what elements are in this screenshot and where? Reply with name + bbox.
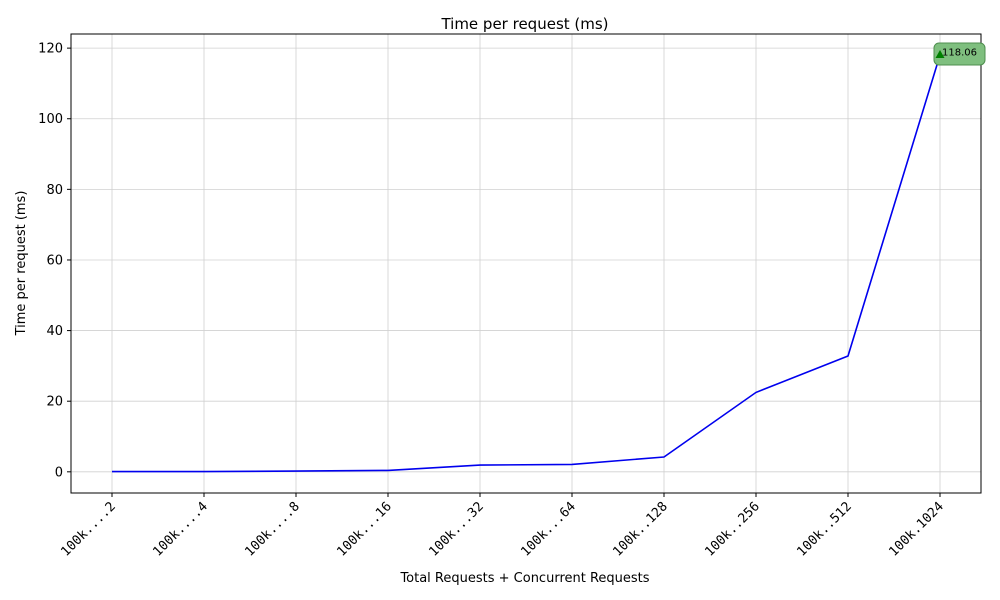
x-tick-label: 100k..128: [610, 499, 670, 559]
x-tick-label: 100k..256: [702, 499, 762, 559]
x-tick-label: 100k....4: [150, 499, 211, 560]
series-line: [112, 54, 941, 473]
y-axis-label: Time per request (ms): [14, 191, 29, 337]
x-tick-label: 100k...32: [426, 499, 486, 559]
x-axis: 100k....2 100k....4 100k....8 100k...16 100k…: [58, 493, 947, 560]
x-tick-label: 100k.1024: [886, 499, 947, 560]
y-tick-label: 120: [38, 42, 63, 57]
max-point-marker: [935, 49, 945, 58]
series-layer: [112, 54, 941, 473]
y-tick-label: 80: [46, 183, 63, 198]
x-tick-label: 100k...16: [334, 499, 394, 559]
y-tick-label: 20: [46, 395, 63, 410]
y-tick-label: 40: [46, 324, 63, 339]
y-axis: 0 20 40 60 80 100 120: [38, 42, 71, 480]
annotation-layer: 118.06: [933, 42, 986, 66]
y-tick-label: 100: [38, 112, 63, 127]
x-tick-label: 100k...64: [518, 499, 579, 560]
x-tick-label: 100k..512: [794, 499, 854, 559]
y-tick-label: 60: [46, 253, 63, 268]
chart-title: Time per request (ms): [440, 15, 608, 33]
plot-area-frame: [70, 33, 982, 494]
annotation-box: [933, 42, 986, 66]
x-axis-label: Total Requests + Concurrent Requests: [399, 571, 649, 586]
x-tick-label: 100k....2: [58, 499, 118, 559]
y-tick-label: 0: [55, 465, 63, 480]
max-value-label: 118.06: [942, 47, 977, 58]
grid: [71, 34, 981, 493]
x-tick-label: 100k....8: [242, 499, 302, 559]
